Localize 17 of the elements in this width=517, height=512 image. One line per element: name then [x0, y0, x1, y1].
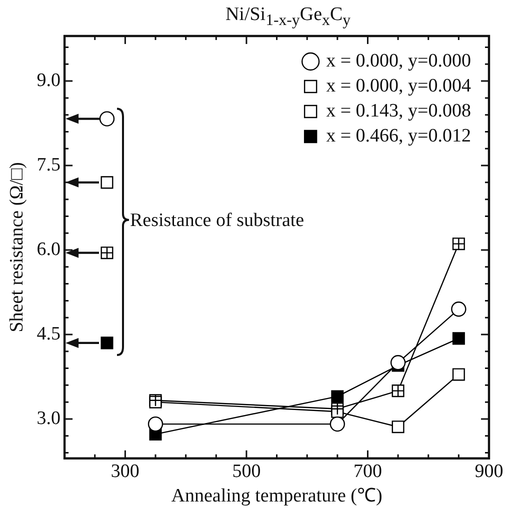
chart-title: Ni/Si$_{1-x-y}$Ge$_{x}$C$_{y}$	[224, 4, 352, 30]
y-tick-label: 7.5	[36, 154, 61, 176]
y-tick-label: 3.0	[36, 408, 61, 429]
y-tick-label: 4.5	[36, 323, 61, 344]
y-tick-label: 9.0	[36, 70, 61, 92]
x-tick-label: 700	[353, 460, 382, 482]
x-tick-label: 500	[232, 460, 261, 482]
y-axis-title: Sheet resistance (Ω/□)	[6, 162, 28, 332]
legend-label: x = 0.143, y=0.008	[326, 100, 472, 122]
legend-label: x = 0.000, y=0.000	[326, 50, 472, 72]
legend-label: x = 0.466, y=0.012	[326, 125, 472, 146]
x-tick-label: 300	[110, 460, 140, 482]
x-axis-title: Annealing temperature (℃)	[171, 486, 382, 507]
x-tick-label: 900	[474, 460, 504, 482]
annotation: Resistance of substrate	[130, 210, 304, 231]
y-tick-label: 6.0	[36, 239, 61, 260]
legend-label: x = 0.000, y=0.004	[326, 75, 472, 96]
